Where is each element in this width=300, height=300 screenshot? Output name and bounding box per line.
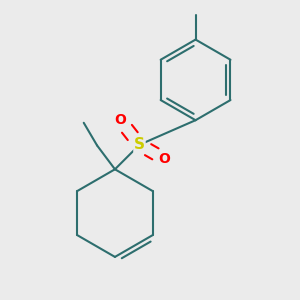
Text: O: O [158, 152, 170, 166]
Text: O: O [114, 113, 126, 127]
Text: S: S [134, 137, 145, 152]
